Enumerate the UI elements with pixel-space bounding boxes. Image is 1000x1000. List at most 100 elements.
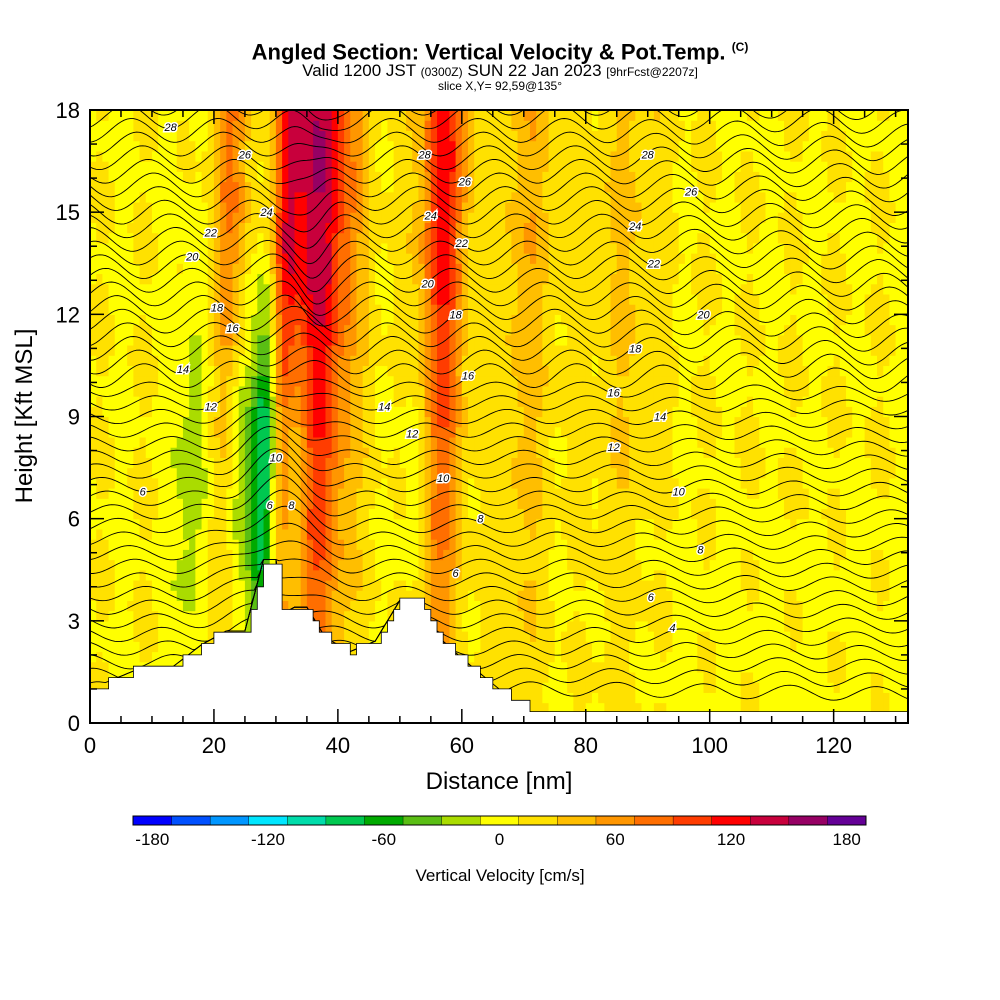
velocity-cell xyxy=(598,242,605,254)
velocity-cell xyxy=(300,253,308,264)
velocity-cell xyxy=(282,457,289,469)
velocity-cell xyxy=(461,232,469,244)
velocity-cell xyxy=(381,222,389,234)
velocity-cell xyxy=(585,140,593,152)
velocity-cell xyxy=(102,304,110,315)
velocity-cell xyxy=(579,334,587,346)
velocity-cell xyxy=(548,334,556,346)
velocity-cell xyxy=(331,324,339,336)
velocity-cell xyxy=(492,447,500,458)
valid-zulu: (0300Z) xyxy=(420,65,463,80)
velocity-cell xyxy=(362,436,370,448)
velocity-cell xyxy=(480,396,488,407)
velocity-cell xyxy=(492,569,500,581)
velocity-cell xyxy=(505,365,512,377)
velocity-cell xyxy=(492,651,500,663)
velocity-cell xyxy=(554,171,562,183)
velocity-cell xyxy=(604,651,612,663)
velocity-cell xyxy=(251,447,258,458)
velocity-cell xyxy=(108,651,116,663)
velocity-cell xyxy=(499,140,506,152)
velocity-cell xyxy=(238,508,246,520)
velocity-cell xyxy=(331,436,339,448)
velocity-cell xyxy=(573,549,581,561)
velocity-cell xyxy=(337,426,345,438)
velocity-cell xyxy=(523,539,531,550)
velocity-cell xyxy=(461,498,469,510)
velocity-cell xyxy=(529,396,537,407)
velocity-cell xyxy=(251,222,258,234)
velocity-cell xyxy=(461,263,469,275)
velocity-cell xyxy=(591,671,599,683)
velocity-cell xyxy=(133,651,141,663)
velocity-cell xyxy=(529,590,537,601)
velocity-cell xyxy=(176,641,184,653)
velocity-cell xyxy=(257,324,265,336)
velocity-cell xyxy=(300,559,308,571)
velocity-cell xyxy=(480,212,488,223)
velocity-cell xyxy=(176,651,184,663)
velocity-cell xyxy=(579,365,587,377)
velocity-cell xyxy=(232,559,240,571)
velocity-cell xyxy=(313,447,320,458)
velocity-cell xyxy=(189,130,196,142)
velocity-cell xyxy=(468,620,475,632)
velocity-cell xyxy=(536,232,543,244)
velocity-cell xyxy=(269,334,277,346)
velocity-cell xyxy=(182,396,190,407)
velocity-cell xyxy=(170,549,178,561)
velocity-cell xyxy=(139,253,147,264)
velocity-cell xyxy=(536,171,543,183)
velocity-cell xyxy=(499,426,506,438)
velocity-cell xyxy=(282,406,289,418)
velocity-cell xyxy=(127,304,134,315)
velocity-cell xyxy=(560,579,568,591)
velocity-cell xyxy=(523,661,531,673)
velocity-cell xyxy=(362,344,370,356)
velocity-cell xyxy=(226,518,234,530)
velocity-cell xyxy=(325,436,333,448)
velocity-cell xyxy=(226,120,234,132)
velocity-cell xyxy=(220,620,227,632)
velocity-cell xyxy=(213,600,221,612)
velocity-cell xyxy=(344,293,351,305)
velocity-cell xyxy=(542,283,550,295)
velocity-cell xyxy=(238,396,246,407)
velocity-cell xyxy=(424,569,432,581)
velocity-cell xyxy=(560,436,568,448)
velocity-cell xyxy=(375,590,382,601)
velocity-cell xyxy=(127,212,134,223)
velocity-cell xyxy=(96,365,103,377)
velocity-cell xyxy=(598,559,605,571)
velocity-cell xyxy=(108,385,116,397)
velocity-cell xyxy=(567,242,574,254)
velocity-cell xyxy=(430,518,438,530)
velocity-cell xyxy=(325,140,333,152)
velocity-cell xyxy=(220,161,227,172)
velocity-cell xyxy=(387,518,395,530)
velocity-cell xyxy=(201,508,209,520)
velocity-cell xyxy=(213,324,221,336)
velocity-cell xyxy=(418,201,426,213)
velocity-cell xyxy=(331,161,339,172)
velocity-cell xyxy=(263,355,271,367)
velocity-cell xyxy=(170,365,178,377)
velocity-cell xyxy=(102,181,110,193)
velocity-cell xyxy=(120,375,128,387)
velocity-cell xyxy=(437,324,444,336)
velocity-cell xyxy=(542,355,550,367)
velocity-cell xyxy=(164,600,172,612)
velocity-cell xyxy=(164,375,172,387)
velocity-cell xyxy=(542,375,550,387)
velocity-cell xyxy=(350,467,358,479)
velocity-cell xyxy=(449,232,457,244)
velocity-cell xyxy=(437,416,444,428)
velocity-cell xyxy=(257,518,265,530)
velocity-cell xyxy=(350,447,358,458)
velocity-cell xyxy=(350,426,358,438)
velocity-cell xyxy=(356,273,364,285)
velocity-cell xyxy=(554,498,562,510)
velocity-cell xyxy=(492,375,500,387)
velocity-cell xyxy=(238,273,246,285)
slice-info: slice X,Y= 92,59@135° xyxy=(437,79,563,94)
